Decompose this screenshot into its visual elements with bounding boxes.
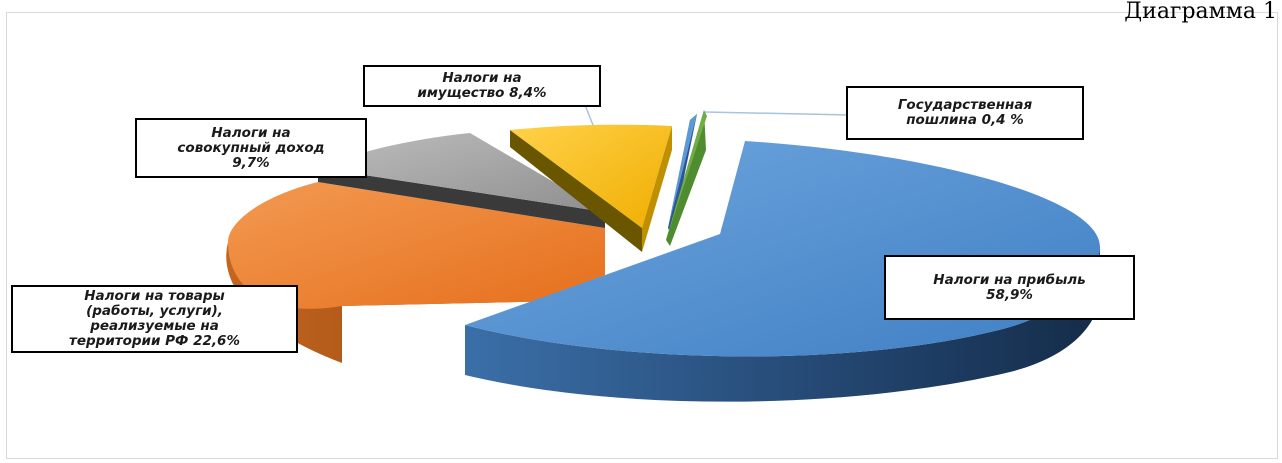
- slice-profit-side: [465, 247, 1100, 402]
- slice-property: [510, 124, 672, 252]
- slice-income-side: [318, 168, 605, 228]
- figure-caption: Диаграмма 1: [1124, 0, 1277, 24]
- slice-property-top: [510, 124, 672, 228]
- data-label-property: Налоги на имущество 8,4%: [363, 65, 601, 107]
- slice-income-top: [318, 133, 605, 212]
- slice-goods-top: [228, 182, 605, 309]
- data-label-profit: Налоги на прибыль 58,9%: [884, 255, 1135, 320]
- data-label-duty: Государственная пошлина 0,4 %: [846, 86, 1084, 140]
- slice-property-edge: [642, 126, 672, 252]
- slice-duty: [666, 110, 707, 246]
- slice-small-blue: [668, 114, 697, 236]
- slice-property-side: [510, 130, 642, 252]
- data-label-goods: Налоги на товары (работы, услуги), реализу…: [11, 285, 298, 353]
- slice-income: [318, 133, 605, 228]
- leader-line-duty: [704, 111, 851, 116]
- slice-goods: [226, 182, 605, 363]
- data-label-income: Налоги на совокупный доход 9,7%: [135, 118, 367, 178]
